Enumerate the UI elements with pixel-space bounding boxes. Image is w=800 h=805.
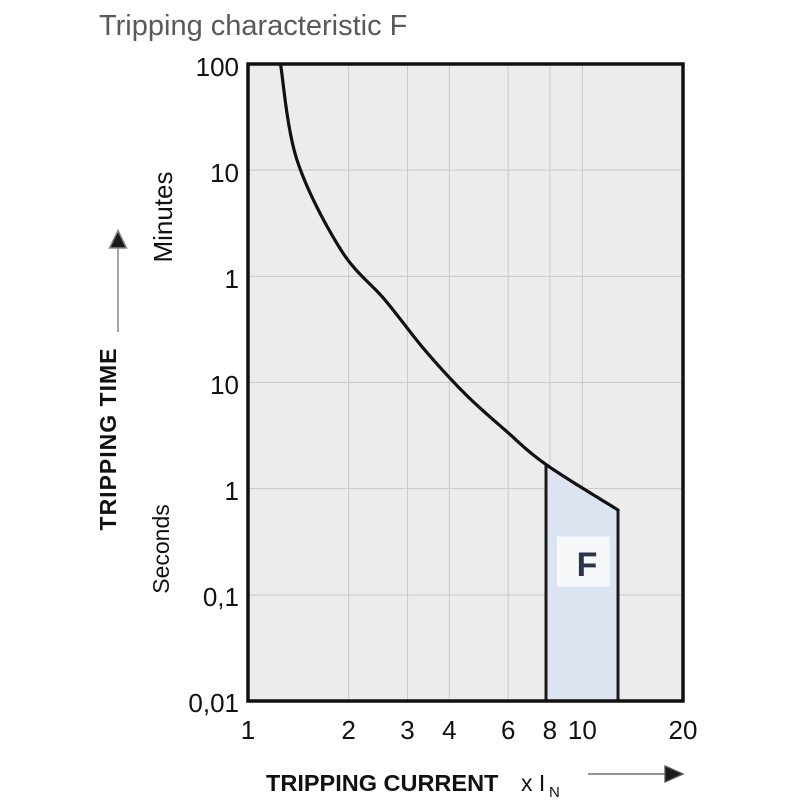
svg-text:1: 1 [225,476,239,506]
svg-text:10: 10 [210,370,239,400]
svg-text:F: F [577,546,598,584]
svg-text:Tripping characteristic F: Tripping characteristic F [99,10,407,42]
svg-text:1: 1 [225,264,239,294]
svg-text:2: 2 [341,715,355,745]
svg-text:10: 10 [568,715,597,745]
svg-text:TRIPPING CURRENT: TRIPPING CURRENT [266,770,499,796]
svg-text:N: N [549,784,560,800]
svg-text:20: 20 [669,715,698,745]
svg-text:0,01: 0,01 [188,688,239,718]
svg-text:1: 1 [241,715,255,745]
svg-text:3: 3 [400,715,414,745]
svg-text:x I: x I [521,770,545,796]
svg-text:TRIPPING TIME: TRIPPING TIME [95,348,121,531]
svg-text:Seconds: Seconds [148,504,174,594]
svg-text:8: 8 [543,715,557,745]
svg-text:10: 10 [210,158,239,188]
svg-text:4: 4 [442,715,456,745]
svg-text:Minutes: Minutes [148,171,178,262]
svg-text:6: 6 [501,715,515,745]
svg-text:100: 100 [196,52,239,82]
svg-text:0,1: 0,1 [203,582,239,612]
